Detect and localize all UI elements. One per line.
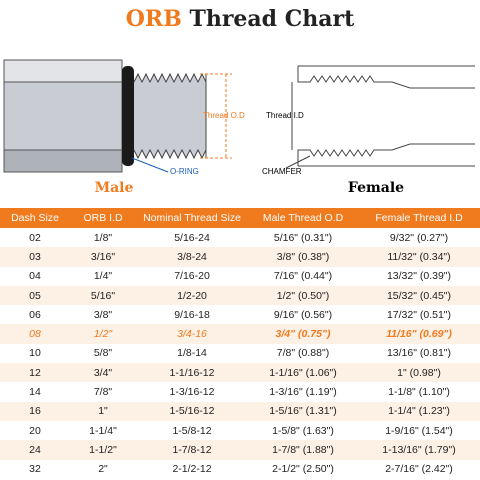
table-cell: 7/16-20 (174, 270, 210, 283)
table-cell: 08 (0, 324, 70, 344)
thread-table: Dash Size ORB I.D Nominal Thread Size Male … (0, 208, 480, 479)
table-cell: 20 (29, 424, 41, 437)
table-cell: 1-5/8-12 (172, 424, 212, 437)
table-row: 05 5/16" 1/2-20 1/2" (0.50") 15/32" (0.45") (0, 285, 480, 306)
column-header: Male Thread O.D (248, 208, 358, 228)
table-cell: 3/8" (0.38") (248, 247, 358, 267)
table-row: 20 1-1/4" 1-5/8-12 1-5/8" (1.63") 1-9/16" (1… (0, 421, 480, 440)
table-cell: 1-1/16" (1.06") (248, 363, 358, 383)
table-cell: 1/8" (93, 231, 113, 244)
table-cell: 1-1/4" (1.23") (358, 401, 480, 421)
o-ring-label: O-RING (170, 167, 199, 176)
table-row: 02 1/8" 5/16-24 5/16" (0.31") 9/32" (0.27") (0, 228, 480, 247)
table-cell: 03 (0, 247, 70, 267)
table-cell: 1/2" (0.50") (248, 285, 358, 306)
table-cell: 2-7/16" (2.42") (385, 463, 453, 476)
column-header: Dash Size (0, 208, 70, 228)
table-cell: 3/4" (0.75") (248, 324, 358, 344)
column-header: Nominal Thread Size (136, 208, 248, 228)
thread-id-label: Thread I.D (266, 111, 304, 120)
table-cell: 1/2-20 (136, 285, 248, 306)
table-row: 04 1/4" 7/16-20 7/16" (0.44") 13/32" (0.39") (0, 267, 480, 286)
table-cell: 1-9/16" (1.54") (385, 424, 453, 437)
table-cell: 1-5/8" (1.63") (272, 424, 334, 437)
table-cell: 5/16" (70, 285, 136, 306)
table-cell: 14 (29, 386, 41, 399)
table-cell: 5/16" (0.31") (273, 231, 333, 244)
female-label: Female (348, 180, 404, 196)
table-cell: 06 (29, 308, 41, 321)
header-row: Dash Size ORB I.D Nominal Thread Size Male … (0, 208, 480, 228)
table-cell: 11/16" (0.69") (358, 324, 480, 344)
table-cell: 1-3/16" (1.19") (269, 386, 337, 399)
table-cell: 16 (0, 401, 70, 421)
thread-od-label: Thread O.D (203, 111, 245, 120)
table-cell: 9/16-18 (174, 308, 210, 321)
table-body: 02 1/8" 5/16-24 5/16" (0.31") 9/32" (0.27") 0… (0, 228, 480, 479)
table-cell: 1-13/16" (1.79") (358, 440, 480, 460)
table-cell: 02 (29, 231, 41, 244)
table-cell: 9/16" (0.56") (273, 308, 333, 321)
table-row: 08 1/2" 3/4-16 3/4" (0.75") 11/16" (0.69") (0, 324, 480, 344)
table-cell: 2-1/2" (2.50") (272, 463, 334, 476)
table-cell: 1-5/16-12 (136, 401, 248, 421)
table-cell: 3/16" (70, 247, 136, 267)
table-cell: 2" (98, 463, 108, 476)
table-cell: 7/8" (93, 386, 113, 399)
table-cell: 3/4" (70, 363, 136, 383)
table-cell: 1/4" (93, 270, 113, 283)
table-cell: 1-1/4" (89, 424, 117, 437)
table-row: 06 3/8" 9/16-18 9/16" (0.56") 17/32" (0.51") (0, 305, 480, 324)
table-cell: 1" (70, 401, 136, 421)
table-cell: 9/32" (0.27") (389, 231, 449, 244)
table-cell: 7/8" (0.88") (276, 347, 330, 360)
column-header: Female Thread I.D (358, 208, 480, 228)
table-cell: 1/2" (70, 324, 136, 344)
table-row: 16 1" 1-5/16-12 1-5/16" (1.31") 1-1/4" (1.23… (0, 401, 480, 421)
table-cell: 1/8-14 (177, 347, 207, 360)
table-cell: 3/8" (93, 308, 113, 321)
male-label: Male (95, 180, 134, 196)
table-cell: 2-1/2-12 (172, 463, 212, 476)
diagram: Thread O.D O-RING Male Thread I.D CHAMFE… (3, 59, 475, 196)
table-row: 12 3/4" 1-1/16-12 1-1/16" (1.06") 1" (0.98") (0, 363, 480, 383)
table-cell: 13/16" (0.81") (386, 347, 452, 360)
table-cell: 32 (29, 463, 41, 476)
chamfer-label: CHAMFER (262, 167, 302, 176)
table-cell: 5/16-24 (174, 231, 210, 244)
table-cell: 3/8-24 (136, 247, 248, 267)
title-accent: ORB (125, 6, 182, 32)
table-cell: 1-7/8-12 (136, 440, 248, 460)
female-fitting: Thread I.D CHAMFER Female (262, 65, 475, 196)
title-text: Thread Chart (189, 6, 355, 32)
table-cell: 1-1/8" (1.10") (388, 386, 450, 399)
table-cell: 1-1/16-12 (136, 363, 248, 383)
table-cell: 11/32" (0.34") (358, 247, 480, 267)
table-cell: 1-1/2" (70, 440, 136, 460)
table-cell: 15/32" (0.45") (358, 285, 480, 306)
table-cell: 5/8" (93, 347, 113, 360)
table-cell: 12 (0, 363, 70, 383)
table-row: 14 7/8" 1-3/16-12 1-3/16" (1.19") 1-1/8" (1.… (0, 382, 480, 401)
table-cell: 24 (0, 440, 70, 460)
table-cell: 1-7/8" (1.88") (248, 440, 358, 460)
table-cell: 04 (29, 270, 41, 283)
table-cell: 1" (0.98") (358, 363, 480, 383)
table-cell: 10 (29, 347, 41, 360)
table-cell: 7/16" (0.44") (273, 270, 333, 283)
table-cell: 17/32" (0.51") (386, 308, 452, 321)
table-row: 03 3/16" 3/8-24 3/8" (0.38") 11/32" (0.34") (0, 247, 480, 267)
male-fitting: Thread O.D O-RING Male (3, 59, 245, 196)
title: ORB Thread Chart (0, 6, 480, 32)
table-cell: 1-3/16-12 (169, 386, 215, 399)
table-cell: 3/4-16 (136, 324, 248, 344)
table-cell: 1-5/16" (1.31") (248, 401, 358, 421)
table-cell: 13/32" (0.39") (386, 270, 452, 283)
column-header: ORB I.D (70, 208, 136, 228)
table-row: 24 1-1/2" 1-7/8-12 1-7/8" (1.88") 1-13/16" (… (0, 440, 480, 460)
table-cell: 05 (0, 285, 70, 306)
table-row: 32 2" 2-1/2-12 2-1/2" (2.50") 2-7/16" (2.42"… (0, 460, 480, 479)
table-row: 10 5/8" 1/8-14 7/8" (0.88") 13/16" (0.81") (0, 344, 480, 363)
